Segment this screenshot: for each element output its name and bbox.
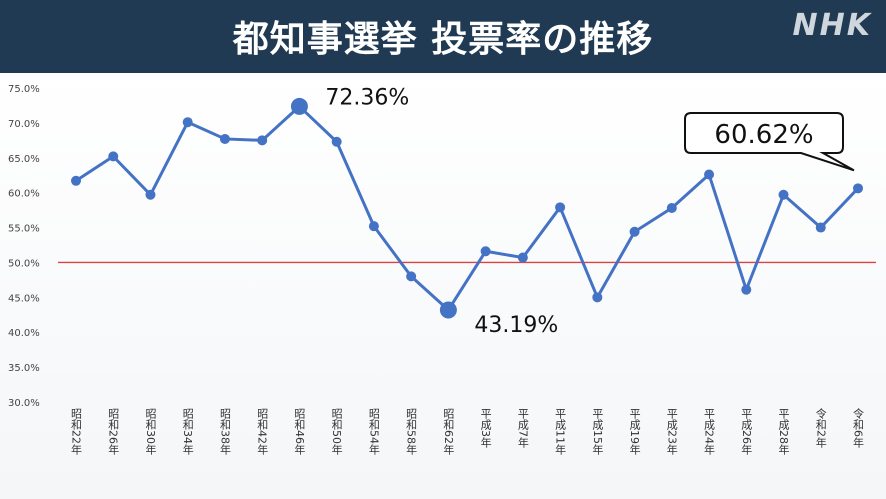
x-tick-label: 昭和62年	[442, 408, 455, 455]
annotations: 72.36% 43.19% 60.62%	[325, 85, 855, 338]
data-point	[480, 246, 491, 257]
x-tick-label: 平成19年	[628, 408, 641, 455]
value-annotation: 72.36%	[325, 85, 409, 110]
x-tick-label: 平成28年	[777, 408, 790, 455]
callout-value: 60.62%	[714, 120, 813, 150]
x-axis: 昭和22年 昭和26年 昭和30年 昭和34年 昭和38年 昭和42年 昭和46年 昭和50年…	[70, 407, 865, 455]
data-point	[555, 202, 566, 213]
x-tick-label: 令和2年	[814, 407, 827, 448]
data-point	[517, 252, 528, 263]
data-point	[145, 189, 156, 200]
data-point	[331, 136, 342, 147]
y-tick-label: 75.0%	[8, 84, 40, 95]
page-title: 都知事選挙 投票率の推移	[232, 19, 654, 60]
y-tick-label: 70.0%	[8, 119, 40, 130]
x-tick-label: 平成11年	[554, 408, 567, 455]
x-tick-label: 昭和46年	[293, 408, 306, 455]
value-annotation: 43.19%	[474, 313, 558, 338]
y-tick-label: 55.0%	[8, 224, 40, 235]
x-tick-label: 昭和54年	[367, 408, 380, 455]
data-point	[182, 117, 193, 128]
y-axis: 30.0% 35.0% 40.0% 45.0% 50.0% 55.0% 60.0% 65.0%…	[8, 84, 40, 409]
data-point	[666, 203, 677, 214]
data-point	[853, 183, 863, 194]
x-tick-label: 昭和38年	[218, 408, 231, 455]
data-point	[406, 271, 417, 282]
y-tick-label: 30.0%	[8, 398, 40, 409]
x-tick-label: 昭和42年	[256, 408, 269, 455]
header-bar: 都知事選挙 投票率の推移 NHK	[0, 0, 886, 73]
y-tick-label: 35.0%	[8, 363, 40, 374]
data-point	[71, 175, 81, 186]
x-tick-label: 平成15年	[591, 408, 604, 455]
y-tick-label: 65.0%	[8, 154, 40, 165]
y-tick-label: 50.0%	[8, 258, 40, 269]
data-point	[815, 222, 826, 233]
y-tick-label: 45.0%	[8, 293, 40, 304]
data-point	[704, 169, 715, 180]
x-tick-label: 昭和30年	[144, 408, 157, 455]
y-tick-label: 60.0%	[8, 189, 40, 200]
data-point	[368, 221, 379, 232]
x-tick-label: 平成26年	[740, 408, 753, 455]
data-point	[741, 284, 752, 295]
data-point	[629, 226, 640, 237]
x-tick-label: 昭和26年	[107, 408, 120, 455]
x-tick-label: 昭和22年	[70, 408, 83, 455]
x-tick-label: 平成24年	[703, 408, 716, 455]
data-point	[219, 133, 230, 144]
data-point	[778, 189, 789, 200]
x-tick-label: 平成23年	[665, 408, 678, 455]
x-tick-label: 平成7年	[516, 408, 529, 448]
x-tick-label: 昭和50年	[330, 408, 343, 455]
data-point	[108, 151, 119, 162]
data-point	[592, 292, 603, 303]
data-point	[290, 97, 308, 115]
turnout-series	[71, 97, 863, 319]
x-tick-label: 昭和58年	[405, 408, 418, 455]
y-tick-label: 40.0%	[8, 328, 40, 339]
nhk-logo: NHK	[792, 8, 872, 43]
series-line	[75, 104, 860, 312]
x-tick-label: 平成3年	[479, 408, 492, 448]
callout-bubble	[684, 112, 855, 172]
x-tick-label: 令和6年	[852, 407, 865, 448]
data-point	[439, 301, 457, 319]
data-point	[257, 135, 268, 146]
x-tick-label: 昭和34年	[181, 408, 194, 455]
